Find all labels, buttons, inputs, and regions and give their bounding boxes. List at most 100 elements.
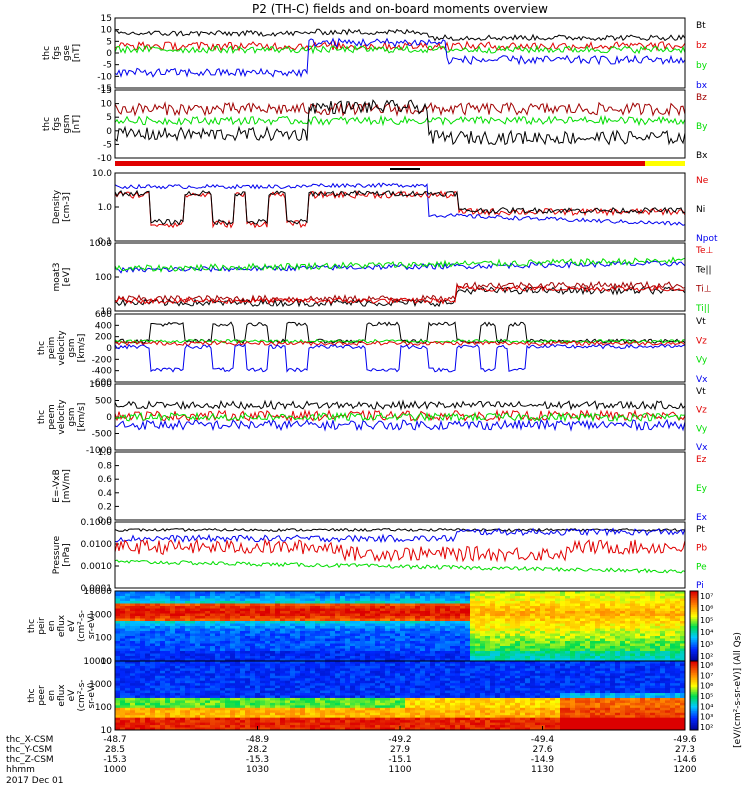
p6-series-green [114,411,686,423]
p8-ytick: 0.0010 [81,562,113,572]
p2-ylabel: gsm [62,114,72,133]
axis-row-value: 28.5 [105,745,125,755]
p3-series-red [114,190,686,229]
p1-ylabel: thc [42,46,52,60]
p1-series-green [114,44,686,55]
axis-row-value: 1000 [104,765,127,775]
p6-ytick: -500 [92,430,113,440]
axis-row-label: thc_Z-CSM [6,755,54,765]
p1-ytick: 10 [101,26,113,36]
p2-series-darkred [114,101,686,117]
p10-ytick: 100 [95,703,112,713]
p5-ytick: -400 [92,367,113,377]
p8-ytick: 0.0001 [81,584,113,594]
p8-legend-item: Pe [696,562,707,572]
p6-ytick: 0 [106,413,112,423]
p6-ylabel: velocity [57,399,67,435]
p5-ytick: 600 [95,310,112,320]
p5-legend-item: Vy [696,356,708,366]
p10-ylabel: peer [37,685,47,706]
p7-panel: E=-VxB [mV/m] 1.0 0.8 0.6 0.4 0.2 0.0 Ez Ey Ex [52,448,708,526]
p7-ytick: 0.2 [98,502,112,512]
p6-legend-item: Vt [696,387,706,397]
p7-ytick: 1.0 [98,448,113,458]
p1-ylabel: [nT] [72,44,82,62]
p4-ylabel: [eV] [62,268,72,287]
p3-ytick: 0.1 [98,237,112,247]
chart-title: P2 (TH-C) fields and on-board moments ov… [252,2,548,16]
p10-ytick: 10 [101,726,113,736]
p8-panel: Pressure [nPa] 0.1000 0.0100 0.0010 0.0001 Pt P… [52,518,707,594]
p8-legend-item: Pb [696,544,707,554]
colorbar-tick: 10⁸ [700,661,713,670]
mode-bar-red [115,161,645,166]
p4-ytick: 10 [101,307,113,317]
axis-row-value: 27.6 [532,745,552,755]
p3-frame [114,172,686,242]
p8-series-red [114,538,686,563]
p5-ytick: 400 [95,321,112,331]
colorbar-tick: 10³ [700,713,713,722]
p2-ytick: -10 [97,154,112,164]
axis-row-value: -48.7 [103,735,126,745]
p1-ylabel: fgs [52,46,62,60]
p3-legend-item: Ni [696,205,705,215]
p1-legend-item: Bt [696,21,706,31]
p9-ylabel: sr-eV) [87,613,97,639]
p1-series-blue [114,37,686,78]
p8-series-green [114,559,686,574]
axis-row-value: -14.9 [531,755,555,765]
p5-ylabel: peim [47,337,57,360]
p2-ylabel: fgs [52,117,62,131]
p8-ytick: 0.1000 [81,518,113,528]
p8-ylabel: [nPa] [62,543,72,566]
p9-ylabel: eV [67,619,77,632]
colorbar-tick: 10⁷ [700,592,713,601]
p7-legend-item: Ez [696,455,707,465]
date-label: 2017 Dec 01 [6,776,64,786]
p8-legend-item: Pt [696,525,705,535]
axis-row-value: 27.9 [390,745,410,755]
colorbar-tick: 10⁴ [700,702,713,711]
axis-row-value: -48.9 [246,735,270,745]
p5-frame [114,313,686,383]
p1-ytick: -5 [103,61,112,71]
p4-series-black [114,285,686,308]
axis-row-value: -15.1 [388,755,411,765]
p4-series-blue [114,260,686,274]
p10-ylabel: sr-eV) [87,682,97,708]
p6-panel: thc peem velocity gsm [km/s] 1000 500 0 -500 -100… [37,380,708,456]
axis-row-label: hhmm [6,765,35,775]
p10-ylabel: eflux [57,684,67,707]
p1-frame [114,17,686,89]
p4-ytick: 1000 [89,239,112,249]
p9-ylabel: (cm²-s- [77,610,87,642]
p3-ytick: 10.0 [92,169,112,179]
p2-panel: thc fgs gsm [nT] 15 10 5 0 -5 -10 Bz By Bx [42,86,708,164]
colorbar-tick: 10⁵ [700,616,713,625]
p9-panel: thc peir en eflux eV (cm²-s-sr-eV) 10000 1000 10… [27,587,119,667]
p5-ylabel: [km/s] [77,334,87,363]
p9-ylabel: en [47,620,57,631]
p9-ytick: 100 [95,634,112,644]
p5-series-black [114,321,686,345]
colorbar-tick: 10⁵ [700,692,713,701]
p2-series-black [114,99,686,146]
p9-ytick: 10000 [83,587,112,597]
colorbar: 10⁷10⁶10⁵10⁴10³10²10⁸10⁷10⁶10⁵10⁴10³10²[… [689,590,743,748]
p9-spectrogram [115,591,686,662]
p4-ylabel: moat3 [52,262,62,291]
p8-frame [114,521,686,589]
p4-legend-item: Te|| [695,265,712,275]
p10-spectrogram [115,661,686,731]
p5-ytick: 200 [95,333,112,343]
colorbar-tick: 10⁴ [700,628,713,637]
colorbar-tick: 10² [700,652,713,661]
p4-series-green [114,256,686,273]
p5-ytick: 0 [106,344,112,354]
p2-legend-item: Bz [696,93,707,103]
p8-ytick: 0.0100 [81,540,113,550]
p1-legend-item: by [696,61,708,71]
p5-ytick: -200 [92,355,113,365]
